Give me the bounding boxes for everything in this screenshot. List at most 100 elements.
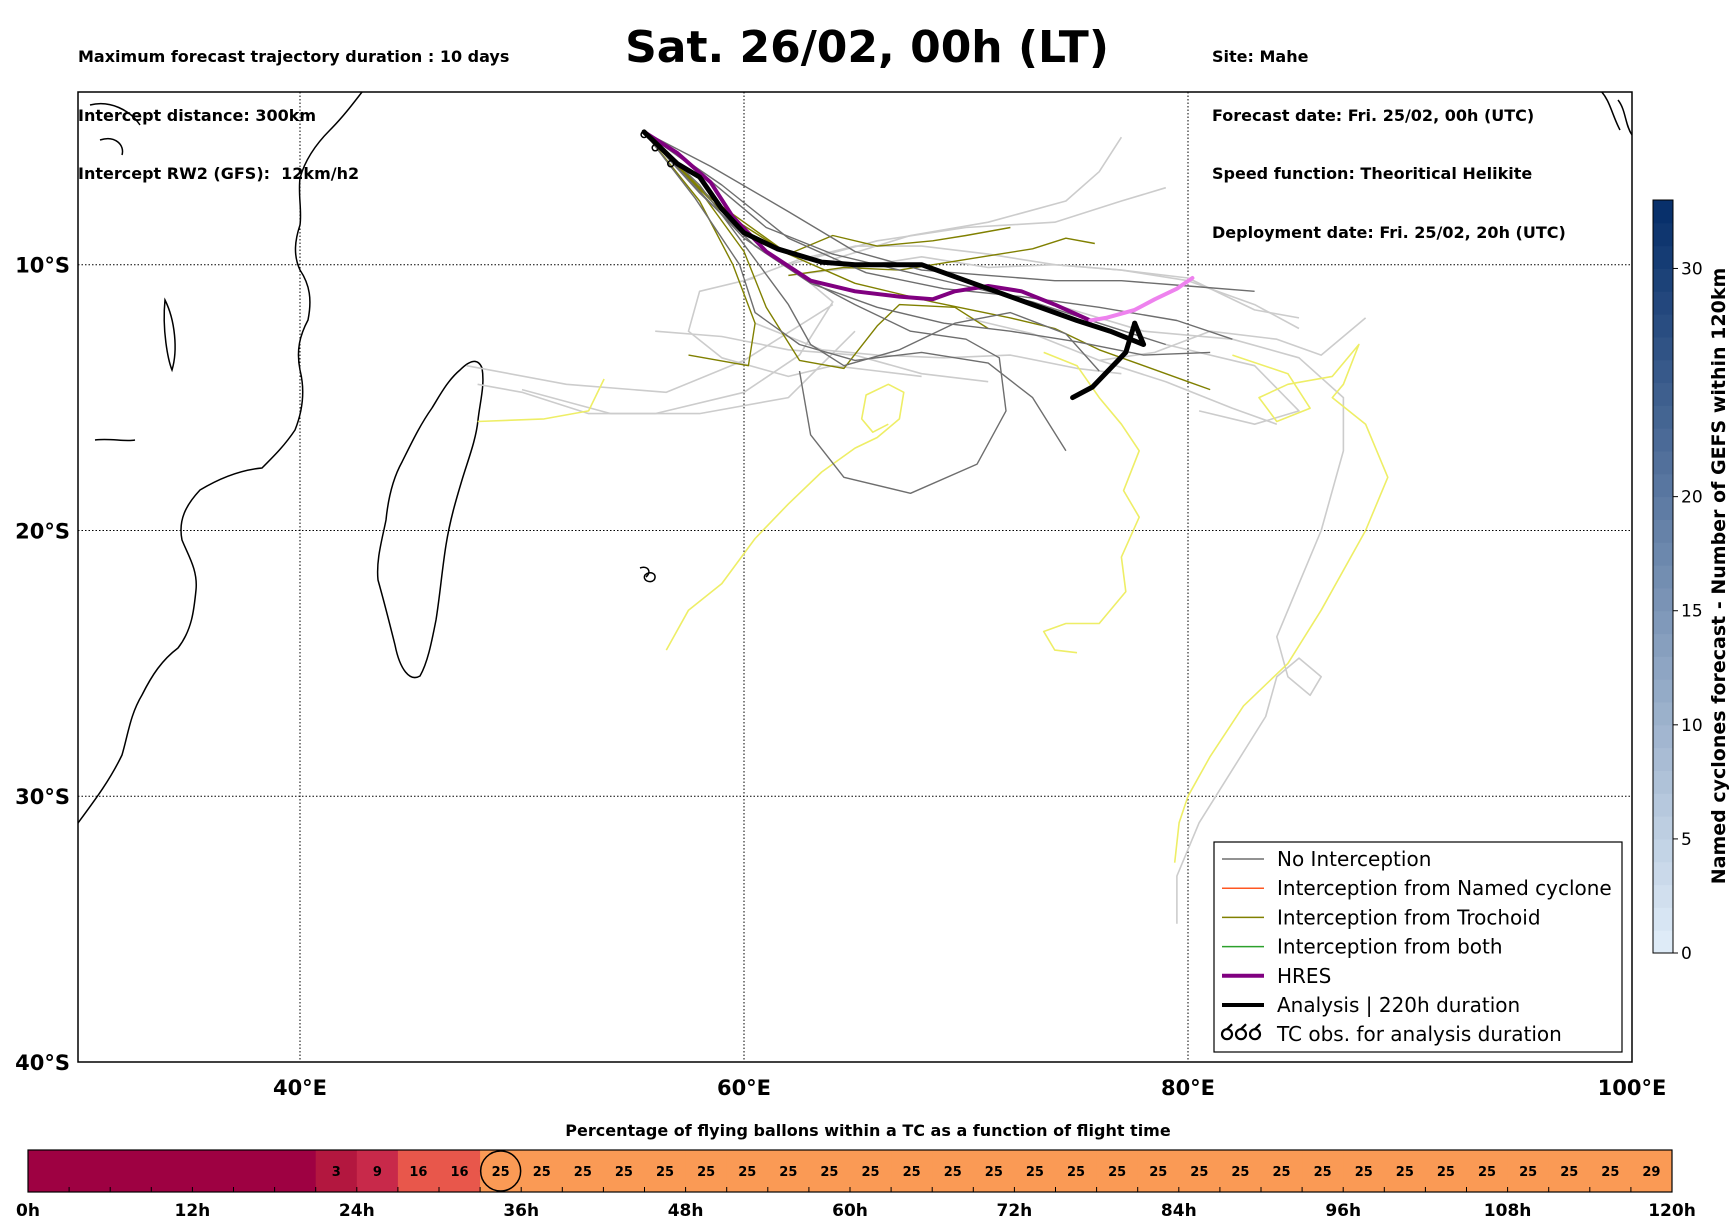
- timeline-cell-value: 25: [615, 1165, 633, 1180]
- timeline-tick-label: 0h: [16, 1201, 40, 1221]
- timeline-cell: [1178, 1150, 1221, 1192]
- timeline-cell: [562, 1150, 604, 1192]
- y-tick-label: 20°S: [15, 519, 70, 543]
- header-line: Speed function: Theoritical Helikite: [1212, 164, 1533, 183]
- timeline-cell: [603, 1150, 645, 1192]
- timeline-title: Percentage of flying ballons within a TC…: [565, 1121, 1171, 1140]
- x-axis-ticks: 40°E 60°E 80°E 100°E: [273, 1076, 1666, 1100]
- trajectory-no-interception: [643, 131, 1233, 340]
- timeline-cell: [644, 1150, 687, 1192]
- colorbar-cell: [1653, 519, 1673, 543]
- colorbar-cell: [1653, 382, 1673, 406]
- colorbar-cell: [1653, 770, 1673, 794]
- colorbar-cell: [1653, 724, 1673, 749]
- trajectory-tc-obs: [665, 383, 905, 651]
- timeline-cell-value: 25: [533, 1165, 551, 1180]
- legend-label: Analysis | 220h duration: [1277, 993, 1520, 1017]
- trajectory-other-members: [466, 303, 834, 394]
- timeline-cell-value: 25: [1273, 1165, 1291, 1180]
- colorbar-cell: [1653, 473, 1673, 498]
- trajectory-no-interception: [643, 131, 1100, 372]
- y-tick-label: 30°S: [15, 785, 70, 809]
- timeline-cell-value: 3: [332, 1165, 341, 1180]
- arabia-islands: [89, 103, 141, 156]
- timeline-cell: [973, 1150, 1015, 1192]
- timeline-cell-value: 25: [779, 1165, 797, 1180]
- timeline-cell: [1507, 1150, 1550, 1192]
- colorbar-cell: [1653, 610, 1673, 635]
- timeline-cell-value: 25: [985, 1165, 1003, 1180]
- coastlines: [78, 92, 1632, 824]
- timeline-tick-label: 120h: [1648, 1201, 1696, 1221]
- timeline-cell: [521, 1150, 563, 1192]
- timeline-tick-label: 48h: [668, 1201, 704, 1221]
- timeline-cell-value: 25: [1314, 1165, 1332, 1180]
- x-tick-label: 80°E: [1161, 1076, 1215, 1100]
- colorbar-cell: [1653, 747, 1673, 771]
- timeline-cell-value: 25: [903, 1165, 921, 1180]
- timeline-tick-label: 72h: [997, 1201, 1033, 1221]
- trajectory-trochoid: [643, 131, 756, 367]
- colorbar-cell: [1653, 222, 1673, 247]
- timeline-cell: [1096, 1150, 1139, 1192]
- timeline-cell-value: 29: [1642, 1165, 1660, 1180]
- timeline-cell: [1466, 1150, 1509, 1192]
- timeline-cell-value: 25: [862, 1165, 880, 1180]
- timeline-cell-value: 25: [1519, 1165, 1537, 1180]
- timeline-cell-value: 25: [492, 1165, 510, 1180]
- page-title: Sat. 26/02, 00h (LT): [625, 22, 1109, 73]
- timeline-cell-value: 25: [1149, 1165, 1167, 1180]
- timeline-cell: [1014, 1150, 1056, 1192]
- eastern-islands: [1600, 92, 1632, 136]
- timeline-cell-value: 25: [1396, 1165, 1414, 1180]
- colorbar-tick-label: 20: [1681, 488, 1703, 508]
- trajectory-other-members: [1165, 343, 1300, 426]
- timeline-cell-value: 25: [656, 1165, 674, 1180]
- colorbar-cell: [1653, 633, 1673, 657]
- timeline-cell-value: 16: [451, 1165, 469, 1180]
- legend-label: TC obs. for analysis duration: [1276, 1022, 1562, 1046]
- legend-label: Interception from Named cyclone: [1277, 876, 1612, 900]
- timeline-cell: [767, 1150, 810, 1192]
- colorbar-cell: [1653, 496, 1673, 520]
- colorbar-cell: [1653, 587, 1673, 612]
- timeline-cell: [808, 1150, 851, 1192]
- trajectory-other-members: [655, 330, 989, 383]
- colorbar-cell: [1653, 451, 1673, 475]
- mascarene-island: [643, 572, 656, 583]
- timeline-cell-value: 25: [1026, 1165, 1044, 1180]
- timeline-tick-label: 24h: [339, 1201, 375, 1221]
- trajectory-trochoid: [788, 237, 1095, 277]
- colorbar-cell: [1653, 656, 1673, 680]
- legend-label: Interception from both: [1277, 935, 1503, 959]
- colorbar-cell: [1653, 884, 1673, 908]
- x-tick-label: 100°E: [1598, 1076, 1667, 1100]
- timeline-cell: [1137, 1150, 1180, 1192]
- trajectories: [466, 129, 1389, 924]
- cyclone-symbol-icon: [1240, 1023, 1247, 1030]
- timeline-cell-value: 25: [1478, 1165, 1496, 1180]
- x-tick-label: 40°E: [273, 1076, 327, 1100]
- colorbar-tick-label: 30: [1681, 259, 1703, 279]
- timeline-cell: [28, 1150, 317, 1192]
- y-tick-label: 40°S: [15, 1051, 70, 1075]
- timeline-cell: [726, 1150, 769, 1192]
- trajectory-hres-tail: [1088, 276, 1195, 323]
- timeline-cell-value: 25: [820, 1165, 838, 1180]
- header-info-left: Maximum forecast trajectory duration : 1…: [78, 8, 509, 203]
- timeline-cell: [439, 1150, 481, 1192]
- timeline-cell-value: 25: [1437, 1165, 1455, 1180]
- trajectory-other-members: [832, 136, 1123, 261]
- colorbar-cell: [1653, 679, 1673, 703]
- trajectory-trochoid: [643, 131, 989, 370]
- timeline: Percentage of flying ballons within a TC…: [16, 1121, 1696, 1221]
- timeline-cell: [1630, 1150, 1673, 1192]
- map-frame: [77, 91, 1633, 1063]
- timeline-ticks: 0h 12h 24h 36h 48h 60h 72h 84h 96h 108h 120h: [16, 1187, 1696, 1221]
- trajectory-other-members: [477, 264, 834, 415]
- trajectory-other-members: [965, 317, 1278, 425]
- tc-markers: [640, 130, 675, 168]
- trajectory-no-interception: [643, 131, 1255, 292]
- timeline-cell-value: 25: [1190, 1165, 1208, 1180]
- y-axis-ticks: 10°S 20°S 30°S 40°S: [15, 254, 70, 1075]
